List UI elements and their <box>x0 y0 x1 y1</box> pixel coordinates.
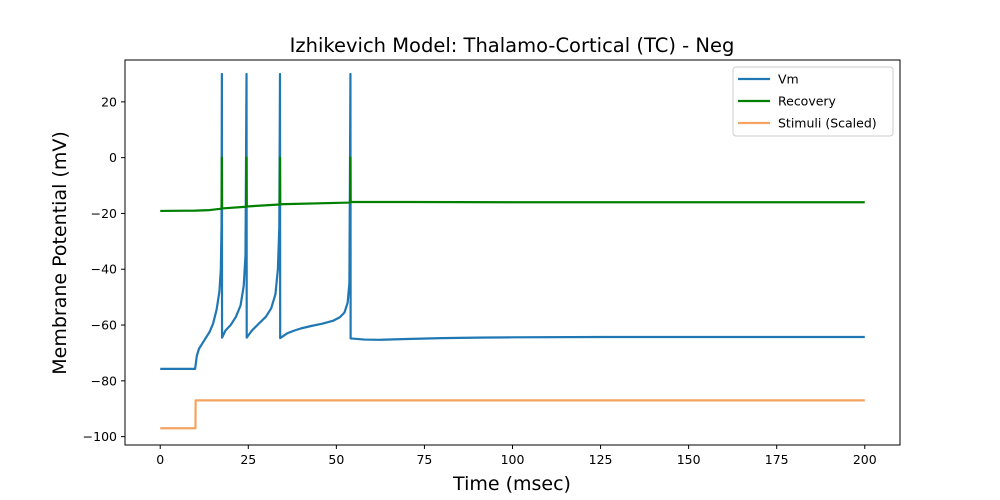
x-tick-label: 100 <box>501 452 525 467</box>
x-tick-label: 25 <box>240 452 256 467</box>
y-tick-label: 20 <box>101 94 117 109</box>
chart-title: Izhikevich Model: Thalamo-Cortical (TC) … <box>290 34 735 57</box>
y-tick-label: 0 <box>109 150 117 165</box>
legend-label-1: Recovery <box>778 94 837 109</box>
y-axis: −100 −80 −60 −40 −20 0 20 <box>83 94 125 444</box>
x-tick-label: 0 <box>156 452 164 467</box>
series-line-1 <box>160 156 865 213</box>
x-tick-label: 50 <box>328 452 344 467</box>
x-tick-label: 175 <box>765 452 789 467</box>
x-tick-label: 200 <box>853 452 877 467</box>
x-tick-label: 125 <box>589 452 613 467</box>
x-tick-label: 150 <box>677 452 701 467</box>
y-tick-label: −60 <box>91 318 117 333</box>
series-layer <box>160 72 865 430</box>
legend: Vm Recovery Stimuli (Scaled) <box>732 66 894 137</box>
y-tick-label: −20 <box>91 206 117 221</box>
y-tick-label: −40 <box>91 262 117 277</box>
y-axis-label: Membrane Potential (mV) <box>49 131 71 374</box>
x-axis-label: Time (msec) <box>452 473 571 495</box>
y-tick-label: −100 <box>83 429 117 444</box>
legend-label-0: Vm <box>778 72 799 87</box>
x-axis: 0 25 50 75 100 125 150 175 200 <box>156 445 877 467</box>
y-tick-label: −80 <box>91 373 117 388</box>
legend-label-2: Stimuli (Scaled) <box>778 116 877 131</box>
x-tick-label: 75 <box>416 452 432 467</box>
series-line-2 <box>160 399 865 430</box>
series-line-0 <box>160 72 865 370</box>
legend-box <box>732 66 894 137</box>
